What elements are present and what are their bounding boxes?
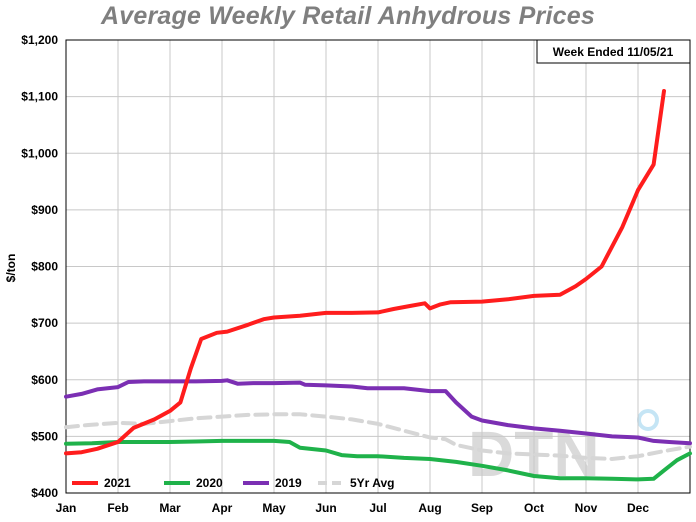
week-ended-note: Week Ended 11/05/21 <box>536 39 691 64</box>
y-tick-label: $800 <box>31 260 58 274</box>
legend-label: 2021 <box>104 476 131 490</box>
chart-title: Average Weekly Retail Anhydrous Prices <box>101 2 595 30</box>
series-line-2021 <box>64 89 666 456</box>
x-axis: Jan Feb Mar Apr May Jun Jul Aug Sep Oct Nov Dec <box>56 501 650 515</box>
x-tick-label: Aug <box>418 501 441 515</box>
y-tick-label: $700 <box>31 316 58 330</box>
x-tick-label: Oct <box>524 501 544 515</box>
x-tick-label: Nov <box>575 501 598 515</box>
series-line-5yr-avg <box>64 412 692 461</box>
x-tick-label: Sep <box>471 501 493 515</box>
watermark-ring <box>637 409 659 431</box>
x-tick-label: Jun <box>315 501 336 515</box>
y-tick-label: $1,000 <box>21 146 58 160</box>
x-tick-label: Mar <box>159 501 181 515</box>
legend-label: 2020 <box>196 476 223 490</box>
series-line-2020 <box>64 438 692 482</box>
x-tick-label: Feb <box>107 501 128 515</box>
y-axis: $400 $500 $600 $700 $800 $900 $1,000 $1,100 $1,2… <box>21 33 58 500</box>
y-tick-label: $1,200 <box>21 33 58 47</box>
y-axis-label: $/ton <box>4 254 18 283</box>
series-line-2019 <box>64 378 692 446</box>
y-tick-label: $1,100 <box>21 90 58 104</box>
y-tick-label: $500 <box>31 429 58 443</box>
note-text: Week Ended 11/05/21 <box>553 45 674 59</box>
y-tick-label: $600 <box>31 373 58 387</box>
series-layer <box>64 89 692 482</box>
legend: 2021 2020 2019 5Yr Avg <box>72 476 394 490</box>
legend-label: 5Yr Avg <box>350 476 394 490</box>
plot-area <box>65 39 691 494</box>
x-tick-label: Jul <box>369 501 386 515</box>
legend-label: 2019 <box>275 476 302 490</box>
x-tick-label: Apr <box>212 501 233 515</box>
y-tick-label: $900 <box>31 203 58 217</box>
x-tick-label: Dec <box>627 501 649 515</box>
x-tick-label: Jan <box>56 501 77 515</box>
y-tick-label: $400 <box>31 486 58 500</box>
x-tick-label: May <box>262 501 286 515</box>
note-box <box>536 39 691 64</box>
grid-lines <box>66 39 690 494</box>
